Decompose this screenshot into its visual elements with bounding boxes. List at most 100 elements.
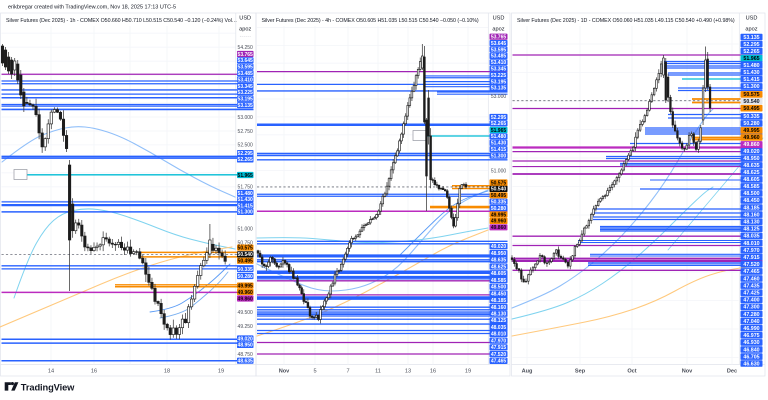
svg-text:53.410: 53.410 bbox=[491, 60, 507, 66]
svg-text:51.430: 51.430 bbox=[743, 70, 759, 76]
svg-text:USD: USD bbox=[239, 16, 251, 22]
svg-text:51.965: 51.965 bbox=[491, 128, 507, 134]
svg-text:53.765: 53.765 bbox=[238, 52, 254, 58]
svg-text:47.915: 47.915 bbox=[491, 345, 507, 351]
svg-text:49.860: 49.860 bbox=[743, 142, 759, 148]
svg-text:50.575: 50.575 bbox=[743, 92, 759, 98]
svg-text:19: 19 bbox=[465, 369, 471, 375]
svg-text:51.965: 51.965 bbox=[743, 56, 759, 62]
svg-text:49.860: 49.860 bbox=[238, 296, 254, 302]
svg-text:53.595: 53.595 bbox=[491, 47, 507, 53]
svg-text:46.705: 46.705 bbox=[743, 354, 759, 360]
svg-text:apoz: apoz bbox=[239, 27, 251, 33]
svg-text:TradingView: TradingView bbox=[21, 382, 75, 392]
svg-text:53.195: 53.195 bbox=[491, 79, 507, 85]
svg-text:19: 19 bbox=[218, 369, 224, 375]
svg-text:53.345: 53.345 bbox=[491, 67, 507, 73]
svg-text:47.280: 47.280 bbox=[743, 312, 759, 318]
svg-text:50.280: 50.280 bbox=[743, 121, 759, 127]
svg-text:46.975: 46.975 bbox=[743, 333, 759, 339]
svg-text:apoz: apoz bbox=[745, 27, 757, 33]
svg-text:51.965: 51.965 bbox=[238, 173, 254, 179]
svg-text:USD: USD bbox=[746, 16, 758, 22]
svg-text:53.595: 53.595 bbox=[238, 65, 254, 71]
svg-text:16: 16 bbox=[91, 369, 97, 375]
svg-text:49.020: 49.020 bbox=[238, 336, 254, 342]
svg-text:52.265: 52.265 bbox=[743, 49, 759, 55]
svg-text:48.625: 48.625 bbox=[743, 170, 759, 176]
svg-text:52.500: 52.500 bbox=[238, 143, 254, 149]
svg-text:48.010: 48.010 bbox=[743, 241, 759, 247]
svg-text:47.300: 47.300 bbox=[743, 305, 759, 311]
svg-text:51.430: 51.430 bbox=[238, 197, 254, 203]
svg-text:48.585: 48.585 bbox=[491, 278, 507, 284]
svg-text:49.995: 49.995 bbox=[238, 283, 254, 289]
svg-text:erikbregar created with Tradin: erikbregar created with TradingView.com,… bbox=[8, 5, 176, 11]
svg-text:49.960: 49.960 bbox=[491, 219, 507, 225]
svg-text:48.130: 48.130 bbox=[491, 312, 507, 318]
svg-text:51.300: 51.300 bbox=[238, 210, 254, 216]
svg-text:48.125: 48.125 bbox=[491, 318, 507, 324]
svg-text:USD: USD bbox=[493, 16, 505, 22]
svg-text:51.000: 51.000 bbox=[491, 168, 507, 174]
svg-text:48.035: 48.035 bbox=[743, 234, 759, 240]
svg-text:51.000: 51.000 bbox=[238, 227, 254, 233]
svg-text:49.960: 49.960 bbox=[743, 135, 759, 141]
svg-text:······: ······ bbox=[239, 34, 251, 40]
svg-text:13: 13 bbox=[405, 369, 411, 375]
svg-text:47.970: 47.970 bbox=[491, 338, 507, 344]
svg-text:50.280: 50.280 bbox=[491, 206, 507, 212]
svg-text:50.495: 50.495 bbox=[491, 193, 507, 199]
svg-text:53.345: 53.345 bbox=[238, 84, 254, 90]
svg-text:51.480: 51.480 bbox=[491, 134, 507, 140]
svg-text:apoz: apoz bbox=[492, 27, 504, 33]
svg-text:48.185: 48.185 bbox=[491, 298, 507, 304]
svg-text:53.765: 53.765 bbox=[491, 35, 507, 41]
svg-text:52.295: 52.295 bbox=[238, 151, 254, 157]
svg-text:48.450: 48.450 bbox=[743, 198, 759, 204]
svg-text:48.635: 48.635 bbox=[491, 258, 507, 264]
svg-text:50.335: 50.335 bbox=[491, 200, 507, 206]
svg-text:48.130: 48.130 bbox=[743, 220, 759, 226]
svg-text:50.335: 50.335 bbox=[743, 114, 759, 120]
svg-text:49.020: 49.020 bbox=[743, 149, 759, 155]
svg-text:48.605: 48.605 bbox=[491, 271, 507, 277]
svg-text:51.750: 51.750 bbox=[238, 185, 254, 191]
svg-text:49.960: 49.960 bbox=[238, 290, 254, 296]
svg-text:53.645: 53.645 bbox=[491, 41, 507, 47]
svg-text:48.605: 48.605 bbox=[743, 177, 759, 183]
svg-text:53.000: 53.000 bbox=[491, 94, 507, 100]
svg-text:49.500: 49.500 bbox=[238, 310, 254, 316]
svg-text:50.540: 50.540 bbox=[238, 252, 254, 258]
svg-text:47.520: 47.520 bbox=[491, 352, 507, 358]
svg-text:52.295: 52.295 bbox=[491, 115, 507, 121]
svg-text:11: 11 bbox=[375, 369, 381, 375]
svg-text:53.135: 53.135 bbox=[743, 35, 759, 41]
svg-text:14: 14 bbox=[48, 369, 54, 375]
svg-text:52.265: 52.265 bbox=[238, 157, 254, 163]
svg-text:50.540: 50.540 bbox=[743, 99, 759, 105]
svg-text:47.400: 47.400 bbox=[743, 298, 759, 304]
svg-text:48.750: 48.750 bbox=[238, 352, 254, 358]
svg-text:51.300: 51.300 bbox=[743, 84, 759, 90]
svg-text:52.265: 52.265 bbox=[491, 121, 507, 127]
svg-text:48.950: 48.950 bbox=[743, 156, 759, 162]
svg-text:47.915: 47.915 bbox=[743, 255, 759, 261]
svg-text:47.040: 47.040 bbox=[743, 319, 759, 325]
svg-text:49.020: 49.020 bbox=[491, 244, 507, 250]
svg-text:50.750: 50.750 bbox=[238, 240, 254, 246]
svg-text:Dec: Dec bbox=[727, 369, 737, 375]
svg-text:7: 7 bbox=[346, 369, 349, 375]
svg-text:50.575: 50.575 bbox=[238, 245, 254, 251]
svg-text:48.500: 48.500 bbox=[491, 285, 507, 291]
svg-text:49.995: 49.995 bbox=[491, 212, 507, 218]
svg-text:51.300: 51.300 bbox=[491, 153, 507, 159]
svg-text:51.480: 51.480 bbox=[238, 191, 254, 197]
svg-text:48.625: 48.625 bbox=[491, 264, 507, 270]
svg-text:53.000: 53.000 bbox=[238, 115, 254, 121]
svg-text:Aug: Aug bbox=[522, 369, 533, 375]
svg-text:53.645: 53.645 bbox=[238, 58, 254, 64]
svg-text:51.415: 51.415 bbox=[491, 147, 507, 153]
svg-text:47.520: 47.520 bbox=[743, 262, 759, 268]
svg-text:48.185: 48.185 bbox=[743, 205, 759, 211]
